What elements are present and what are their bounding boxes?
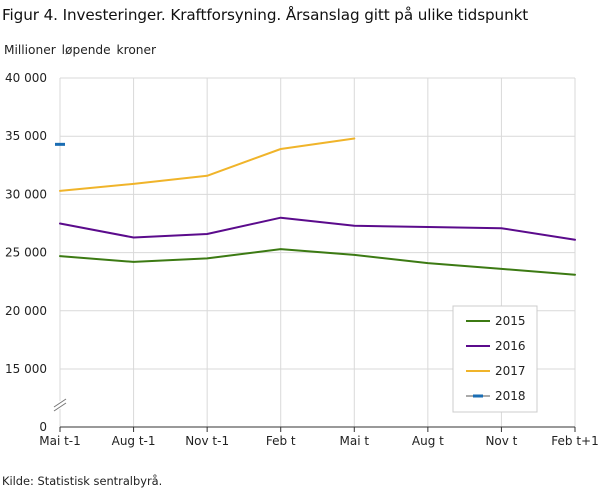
x-tick-label: Feb t+1 (551, 434, 598, 448)
legend-item: 2016 (466, 339, 526, 353)
legend-label: 2018 (495, 389, 526, 403)
legend: 2015 2016 2017 2018 (452, 305, 538, 413)
legend-label: 2016 (495, 339, 526, 353)
source-note: Kilde: Statistisk sentralbyrå. (2, 474, 163, 488)
y-tick-label: 15 000 (5, 362, 47, 376)
y-tick-labels: 0 15 000 20 000 25 000 30 000 35 000 40 000 (5, 71, 47, 434)
x-tick-label: Nov t-1 (185, 434, 229, 448)
y-tick-label: 35 000 (5, 129, 47, 143)
y-tick-label: 30 000 (5, 187, 47, 201)
x-tick-label: Aug t-1 (112, 434, 156, 448)
series-line-2015 (59, 248, 576, 276)
legend-item: 2018 (466, 389, 526, 403)
legend-item: 2015 (466, 314, 526, 328)
axes (53, 78, 576, 432)
legend-label: 2017 (495, 364, 526, 378)
y-tick-label: 40 000 (5, 71, 47, 85)
y-axis-label: Millioner løpende kroner (4, 43, 157, 57)
x-tick-label: Nov t (485, 434, 517, 448)
x-tick-label: Mai t (340, 434, 370, 448)
y-tick-label: 25 000 (5, 246, 47, 260)
x-tick-label: Mai t-1 (39, 434, 81, 448)
x-tick-label: Feb t (266, 434, 296, 448)
x-tick-label: Aug t (412, 434, 444, 448)
legend-item: 2017 (466, 364, 526, 378)
axis-break-marker (53, 398, 67, 412)
x-tick-labels: Mai t-1 Aug t-1 Nov t-1 Feb t Mai t Aug t Nov … (39, 434, 599, 448)
series-line-2016 (59, 216, 576, 241)
legend-box (452, 305, 538, 413)
y-tick-label: 20 000 (5, 304, 47, 318)
y-tick-label: 0 (39, 420, 47, 434)
series-lines (55, 137, 576, 276)
series-line-2017 (59, 137, 356, 192)
chart-title: Figur 4. Investeringer. Kraftforsyning. … (2, 6, 529, 24)
legend-label: 2015 (495, 314, 526, 328)
